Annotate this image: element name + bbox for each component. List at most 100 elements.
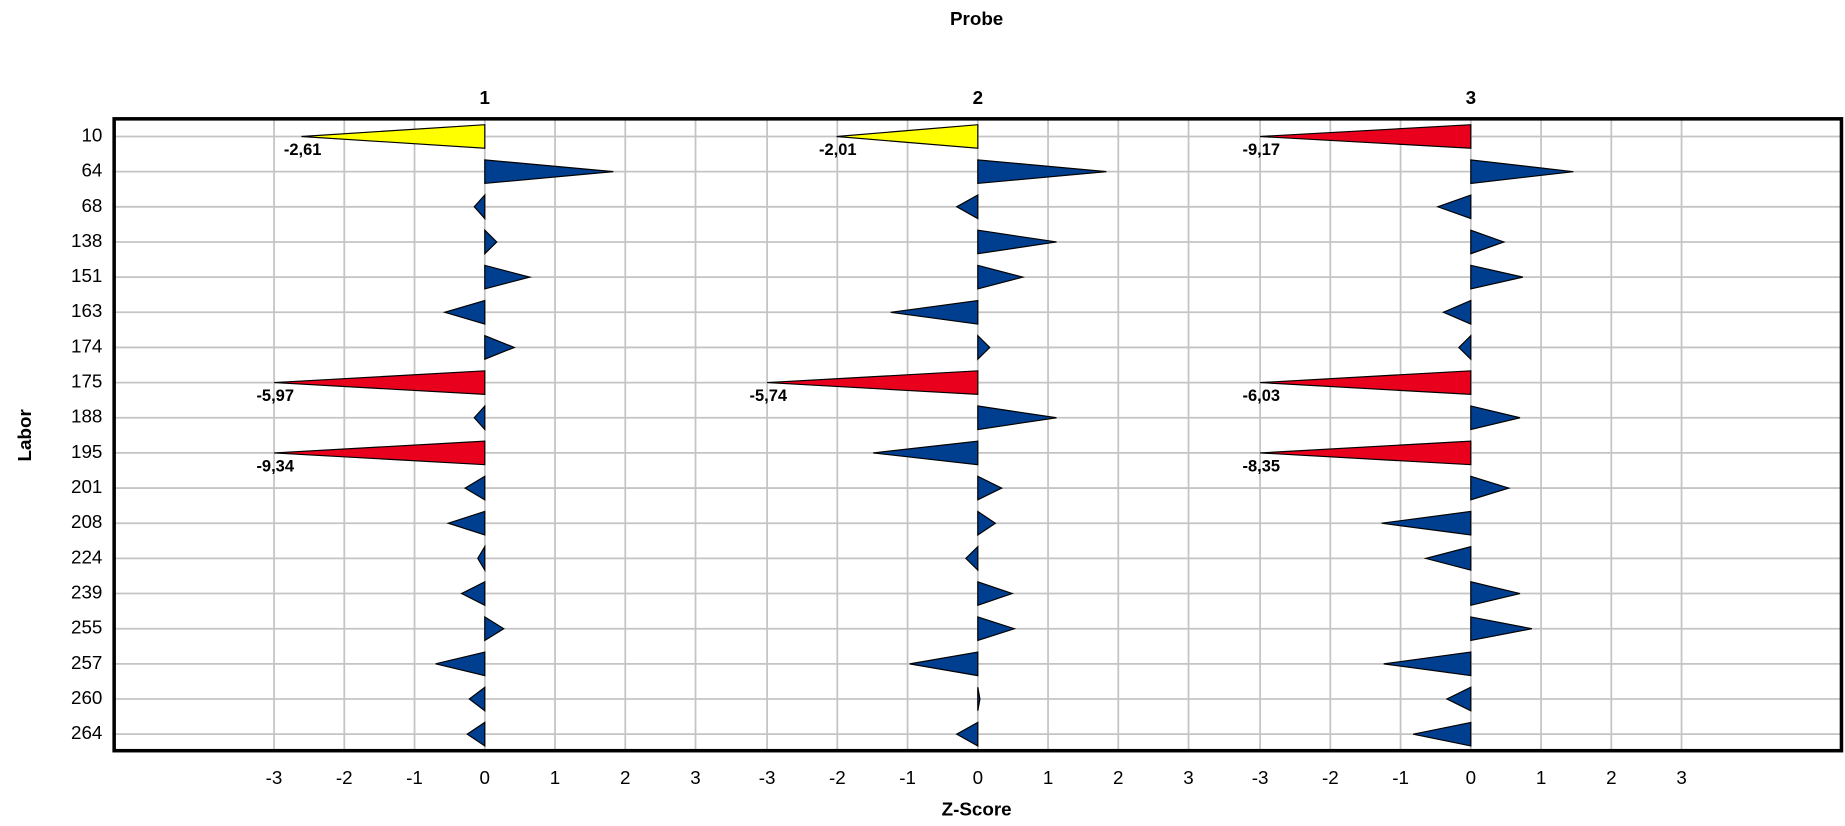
- y-tick-label: 239: [71, 582, 102, 603]
- bar: [435, 651, 486, 677]
- bar: [1470, 616, 1533, 642]
- x-tick-label: -2: [336, 767, 353, 788]
- bar: [1470, 405, 1521, 431]
- bar: [484, 159, 614, 185]
- bar: [1260, 440, 1472, 466]
- y-tick-label: 260: [71, 687, 102, 708]
- bar: [909, 651, 979, 677]
- x-tick-label: -1: [1392, 767, 1409, 788]
- bar: [473, 404, 486, 432]
- bar: [477, 544, 486, 573]
- bar: [1458, 334, 1472, 361]
- bar: [977, 159, 1107, 185]
- bar: [484, 334, 516, 361]
- x-tick-label: -2: [829, 767, 846, 788]
- bar: [977, 616, 1017, 642]
- value-label: -2,01: [819, 141, 857, 159]
- x-tick-label: 1: [1536, 767, 1546, 788]
- y-tick-label: 68: [81, 195, 102, 216]
- value-label: -8,35: [1242, 457, 1280, 475]
- bar: [977, 510, 997, 537]
- bar: [977, 405, 1057, 431]
- bar: [1470, 581, 1521, 607]
- x-tick-label: -3: [1252, 767, 1269, 788]
- bar: [955, 721, 979, 747]
- x-tick-label: -3: [759, 767, 776, 788]
- bar: [977, 229, 1057, 255]
- bar: [1423, 545, 1472, 571]
- y-tick-label: 138: [71, 230, 102, 251]
- bar: [1260, 370, 1472, 395]
- bar: [442, 299, 486, 325]
- y-tick-label: 151: [71, 265, 102, 286]
- panel-title: 3: [1466, 87, 1476, 108]
- panel-title: 1: [480, 87, 490, 108]
- bar: [1470, 264, 1523, 290]
- x-tick-label: 1: [550, 767, 560, 788]
- bar: [836, 124, 979, 149]
- x-tick-label: 2: [1606, 767, 1616, 788]
- value-label: -9,17: [1242, 141, 1280, 159]
- x-tick-label: 0: [1466, 767, 1476, 788]
- y-tick-label: 208: [71, 511, 102, 532]
- bar: [977, 475, 1004, 501]
- bar: [463, 475, 486, 501]
- y-tick-label: 188: [71, 406, 102, 427]
- bar: [955, 194, 979, 220]
- y-tick-label: 255: [71, 617, 102, 638]
- x-tick-label: 3: [1183, 767, 1193, 788]
- y-tick-label: 10: [81, 124, 102, 145]
- marks: [274, 124, 1574, 748]
- bar: [473, 193, 486, 221]
- bar: [460, 580, 486, 607]
- bar: [977, 580, 1015, 607]
- bar: [1441, 299, 1472, 325]
- x-tick-label: 2: [1113, 767, 1123, 788]
- bar: [1470, 229, 1506, 255]
- value-label: -9,34: [256, 457, 294, 475]
- value-label: -2,61: [284, 141, 322, 159]
- x-tick-label: 2: [620, 767, 630, 788]
- x-tick-label: -1: [406, 767, 423, 788]
- bar: [484, 615, 505, 642]
- panel-title: 2: [973, 87, 983, 108]
- y-tick-label: 174: [71, 335, 102, 356]
- x-tick-label: -3: [266, 767, 283, 788]
- x-tick-label: -1: [899, 767, 916, 788]
- bar: [965, 545, 979, 572]
- bar: [1383, 651, 1472, 677]
- bar: [873, 440, 979, 466]
- bar: [1413, 721, 1472, 747]
- chart-title: Probe: [950, 8, 1003, 29]
- x-tick-label: 3: [690, 767, 700, 788]
- bar: [446, 510, 486, 536]
- y-tick-label: 175: [71, 371, 102, 392]
- y-axis-label: Labor: [14, 409, 35, 462]
- bar: [468, 686, 486, 712]
- x-tick-label: 3: [1676, 767, 1686, 788]
- bar: [274, 440, 486, 466]
- y-tick-label: 264: [71, 722, 102, 743]
- x-axis-label: Z-Score: [942, 799, 1012, 820]
- bar: [890, 299, 979, 325]
- value-label: -5,97: [256, 387, 294, 405]
- y-tick-label: 163: [71, 300, 102, 321]
- bar: [977, 334, 991, 361]
- bar: [1470, 475, 1511, 501]
- y-tick-label: 195: [71, 441, 102, 462]
- y-tick-label: 64: [81, 160, 102, 181]
- bar: [977, 687, 981, 711]
- plot-frame: [112, 117, 1844, 753]
- x-tick-label: 1: [1043, 767, 1053, 788]
- y-tick-label: 201: [71, 476, 102, 497]
- bar: [466, 721, 486, 748]
- bar: [1470, 159, 1574, 185]
- x-tick-label: -2: [1322, 767, 1339, 788]
- bar: [484, 264, 533, 290]
- bar: [301, 124, 486, 149]
- bar: [767, 370, 979, 395]
- bar: [1436, 194, 1472, 220]
- bar: [977, 264, 1026, 290]
